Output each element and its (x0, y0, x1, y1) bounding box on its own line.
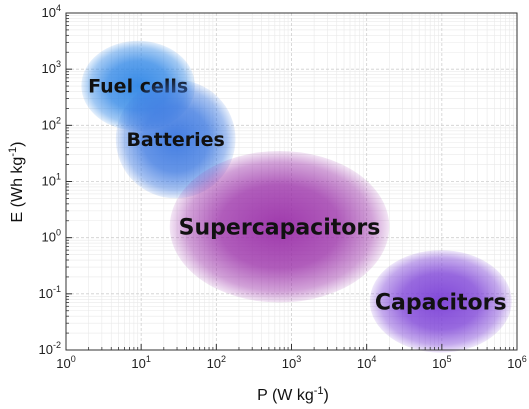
y-tick-label: 101 (42, 172, 61, 189)
x-tick-label: 106 (507, 354, 526, 371)
x-axis-title: P (W kg-1) (257, 385, 329, 404)
region-batteries (115, 79, 236, 199)
region-supercapacitors (169, 150, 390, 303)
region-label: Capacitors (375, 290, 507, 315)
x-tick-labels: 100 101 102 103 104 105 106 (56, 354, 526, 371)
y-tick-label: 104 (42, 3, 61, 20)
x-tick-label: 102 (207, 354, 226, 371)
y-tick-label: 100 (42, 228, 61, 245)
axis-ticks (65, 12, 518, 351)
y-tick-label: 102 (42, 115, 61, 132)
y-tick-label: 10-1 (39, 284, 61, 301)
x-tick-label: 101 (131, 354, 150, 371)
y-axis-title: E (Wh kg-1) (7, 142, 26, 223)
regions: Fuel cellsBatteriesSupercapacitorsCapaci… (81, 40, 512, 353)
y-tick-labels: 10-2 10-1 100 101 102 103 104 (39, 3, 61, 357)
x-tick-label: 104 (357, 354, 376, 371)
x-tick-label: 105 (432, 354, 451, 371)
x-tick-label: 103 (282, 354, 301, 371)
x-tick-label: 100 (56, 354, 75, 371)
y-tick-label: 10-2 (39, 340, 61, 357)
region-label: Batteries (126, 129, 224, 151)
y-tick-label: 103 (42, 59, 61, 76)
region-capacitors (369, 250, 512, 353)
region-label: Supercapacitors (179, 216, 381, 241)
